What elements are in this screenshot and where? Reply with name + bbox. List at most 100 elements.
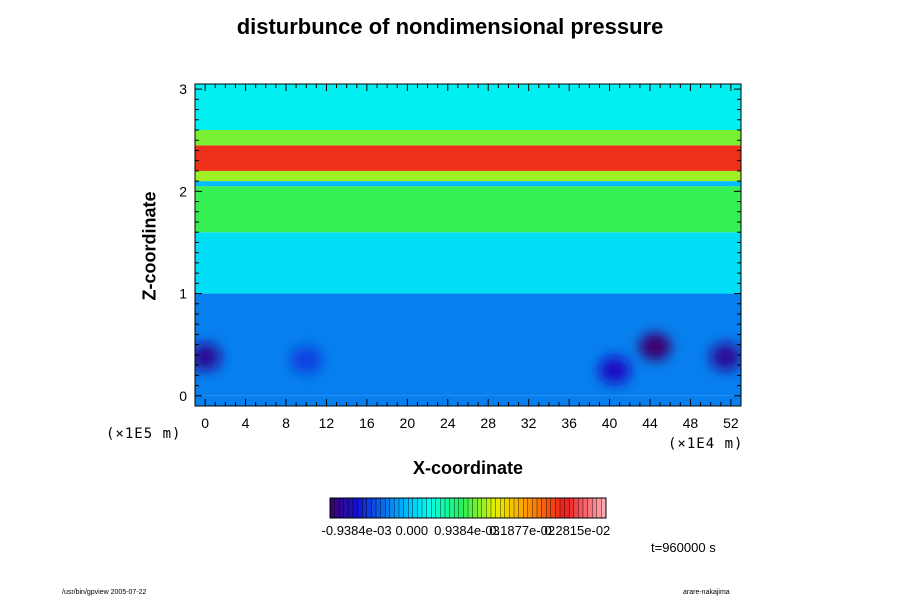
colorbar-swatch — [504, 497, 510, 519]
colorbar-swatch — [362, 497, 368, 519]
colorbar-swatch — [366, 497, 372, 519]
x-tick-label: 12 — [319, 415, 335, 431]
colorbar-swatch — [389, 497, 395, 519]
x-tick-label: 24 — [440, 415, 456, 431]
colorbar-label: 0.2815e-02 — [545, 523, 611, 538]
colorbar-swatch — [412, 497, 418, 519]
colorbar-swatch — [339, 497, 345, 519]
colorbar-swatch — [421, 497, 428, 519]
field-band-1 — [195, 232, 741, 294]
x-tick-label: 16 — [359, 415, 375, 431]
colorbar-label: 0.000 — [396, 523, 429, 538]
x-tick-label: 28 — [480, 415, 496, 431]
y-tick-label: 2 — [179, 183, 187, 199]
colorbar-swatch — [481, 497, 487, 519]
colorbar-swatch — [472, 497, 478, 519]
colorbar-swatch — [495, 497, 501, 519]
pressure-anomaly-0 — [195, 342, 222, 371]
pressure-anomaly-1 — [290, 346, 323, 374]
colorbar-swatch — [587, 497, 593, 519]
colorbar-swatch — [463, 497, 469, 519]
colorbar-swatch — [435, 497, 441, 519]
colorbar-swatch — [394, 497, 400, 519]
pressure-anomaly-3 — [639, 332, 672, 361]
pressure-anomaly-2 — [598, 356, 631, 385]
colorbar-swatch — [343, 497, 349, 519]
colorbar-swatch — [458, 497, 464, 519]
field-band-4 — [195, 170, 741, 182]
colorbar-swatch — [596, 497, 602, 519]
colorbar-swatch — [536, 497, 543, 519]
field-band-base — [195, 395, 741, 406]
colorbar-swatch — [578, 497, 584, 519]
y-axis-unit: (×1E5 m) — [106, 426, 182, 442]
colorbar-swatch — [527, 497, 533, 519]
x-tick-label: 40 — [602, 415, 618, 431]
colorbar-swatch — [523, 497, 529, 519]
colorbar-swatch — [431, 497, 437, 519]
x-tick-label: 36 — [561, 415, 577, 431]
x-tick-label: 4 — [242, 415, 250, 431]
colorbar-swatch — [385, 497, 391, 519]
colorbar-swatch — [334, 497, 340, 519]
x-tick-label: 20 — [400, 415, 416, 431]
footer-program-date: /usr/bin/gpview 2005-07-22 — [62, 589, 147, 596]
colorbar-swatch — [417, 497, 423, 519]
x-tick-label: 48 — [683, 415, 699, 431]
colorbar-swatch — [371, 497, 377, 519]
colorbar-swatch — [532, 497, 538, 519]
colorbar-swatch — [486, 497, 492, 519]
x-tick-label: 8 — [282, 415, 290, 431]
colorbar-swatch — [329, 497, 336, 519]
colorbar-swatch — [569, 497, 575, 519]
colorbar-swatch — [357, 497, 363, 519]
x-tick-label: 44 — [642, 415, 658, 431]
field-band-3 — [195, 181, 741, 187]
x-tick-label: 52 — [723, 415, 739, 431]
colorbar-swatch — [550, 497, 556, 519]
colorbar-swatch — [559, 497, 566, 519]
colorbar-label: 0.9384e-03 — [434, 523, 500, 538]
colorbar-swatch — [477, 497, 483, 519]
y-tick-label: 1 — [179, 286, 187, 302]
colorbar-swatch — [440, 497, 446, 519]
colorbar-swatch — [573, 497, 579, 519]
colorbar-swatch — [454, 497, 460, 519]
x-axis-unit: (×1E4 m) — [668, 436, 744, 452]
colorbar-swatch — [352, 497, 359, 519]
colorbar-label: -0.9384e-03 — [322, 523, 392, 538]
y-tick-label: 0 — [179, 388, 187, 404]
y-tick-label: 3 — [179, 81, 187, 97]
colorbar-swatch — [564, 497, 570, 519]
chart-title: disturbunce of nondimensional pressure — [236, 14, 664, 39]
field-band-2 — [195, 186, 741, 233]
colorbar-swatch — [592, 497, 598, 519]
time-label: t=960000 s — [651, 540, 716, 555]
x-axis-label: X-coordinate — [412, 458, 523, 478]
colorbar-swatch — [380, 497, 386, 519]
colorbar-swatch — [490, 497, 497, 519]
colorbar-swatch — [444, 497, 451, 519]
colorbar-swatch — [426, 497, 432, 519]
colorbar-swatch — [518, 497, 524, 519]
field-band-5 — [195, 145, 741, 171]
colorbar-swatch — [449, 497, 455, 519]
field-band-6 — [195, 130, 741, 146]
colorbar-swatch — [408, 497, 414, 519]
colorbar-swatch — [348, 497, 354, 519]
x-tick-label: 0 — [201, 415, 209, 431]
colorbar-label: 0.1877e-02 — [489, 523, 555, 538]
colorbar-swatch — [509, 497, 515, 519]
colorbar-swatch — [582, 497, 589, 519]
field-band-7 — [195, 84, 741, 130]
x-tick-label: 32 — [521, 415, 537, 431]
footer-author: arare-nakajima — [683, 589, 730, 596]
colorbar-swatch — [398, 497, 405, 519]
pressure-anomaly-4 — [709, 342, 741, 371]
colorbar-swatch — [375, 497, 382, 519]
colorbar-frame — [329, 497, 607, 519]
colorbar-swatch — [546, 497, 552, 519]
colorbar-swatch — [500, 497, 506, 519]
colorbar-swatch — [467, 497, 474, 519]
